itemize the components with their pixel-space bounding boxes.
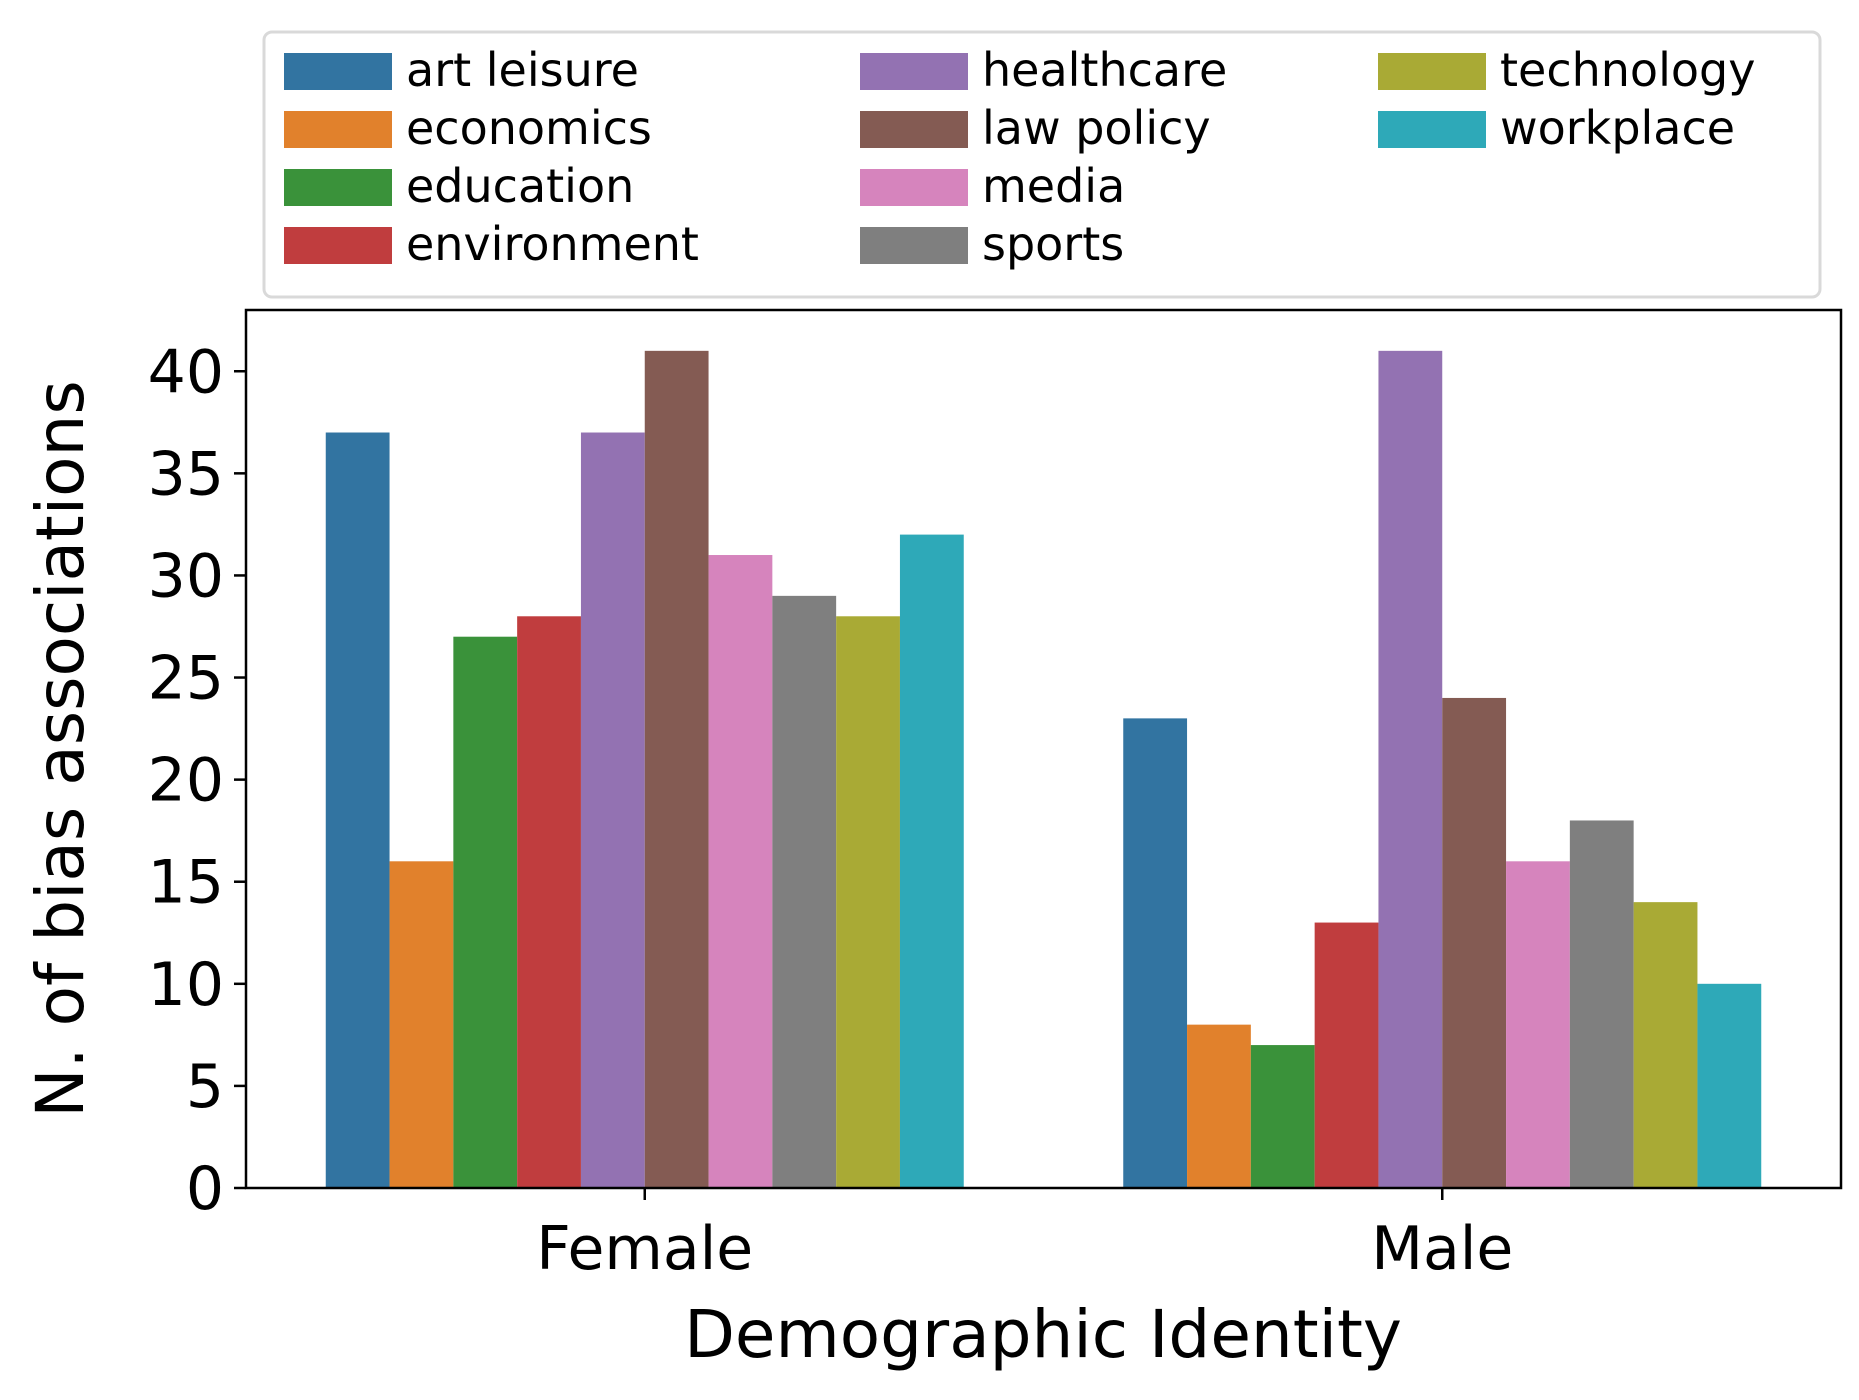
x-tick-label-male: Male (1371, 1214, 1513, 1284)
bar-male-education (1250, 1045, 1315, 1188)
bar-female-law-policy (644, 350, 709, 1189)
y-tick-label-20: 20 (148, 746, 224, 816)
plot-frame (244, 308, 1843, 1190)
legend-swatch-sports (860, 227, 968, 264)
legend-label-economics: economics (406, 101, 652, 155)
bar-male-art-leisure (1123, 718, 1188, 1188)
bar-male-healthcare (1378, 350, 1443, 1189)
bar-female-sports (772, 595, 837, 1188)
y-tick-label-40: 40 (148, 337, 224, 407)
y-tick-label-0: 0 (186, 1154, 224, 1224)
bar-male-media (1506, 861, 1570, 1188)
bar-female-environment (517, 616, 581, 1188)
bar-female-education (453, 636, 518, 1188)
y-tick-label-25: 25 (148, 644, 224, 714)
bar-female-technology (836, 616, 900, 1188)
legend-label-law-policy: law policy (982, 101, 1211, 155)
legend-swatch-healthcare (860, 53, 968, 90)
legend-swatch-law-policy (860, 111, 968, 148)
y-axis: 0 5 10 15 20 25 30 35 40 (148, 337, 246, 1224)
legend-swatch-technology (1378, 53, 1486, 90)
legend-label-media: media (982, 159, 1125, 213)
legend-label-workplace: workplace (1500, 101, 1735, 155)
legend-label-environment: environment (406, 217, 699, 271)
bar-male-technology (1633, 902, 1698, 1188)
bar-female-media (708, 555, 773, 1188)
bar-male-environment (1314, 922, 1379, 1188)
legend-swatch-education (284, 169, 392, 206)
x-axis-title: Demographic Identity (684, 1296, 1402, 1373)
bar-male-sports (1569, 820, 1634, 1188)
x-tick-label-female: Female (536, 1214, 753, 1284)
legend-label-art-leisure: art leisure (406, 43, 639, 97)
x-axis: Female Male (536, 1188, 1513, 1284)
bar-female-healthcare (580, 432, 645, 1188)
bar-female-art-leisure (325, 432, 390, 1188)
legend-swatch-environment (284, 227, 392, 264)
legend: art leisureeconomicseducationenvironment… (262, 30, 1822, 299)
legend-swatch-workplace (1378, 111, 1486, 148)
y-tick-label-10: 10 (148, 950, 224, 1020)
bar-female-economics (389, 861, 454, 1188)
legend-swatch-media (860, 169, 968, 206)
y-axis-title: N. of bias associations (22, 380, 99, 1117)
legend-label-sports: sports (982, 217, 1124, 271)
legend-label-education: education (406, 159, 634, 213)
bar-male-workplace (1697, 983, 1762, 1188)
y-tick-label-35: 35 (148, 439, 224, 509)
bar-male-economics (1187, 1024, 1251, 1188)
y-tick-label-15: 15 (148, 848, 224, 918)
y-tick-label-30: 30 (148, 541, 224, 611)
legend-label-healthcare: healthcare (982, 43, 1227, 97)
bar-male-law-policy (1442, 697, 1507, 1188)
y-tick-label-5: 5 (186, 1052, 224, 1122)
bars (325, 350, 1762, 1189)
legend-swatch-art-leisure (284, 53, 392, 90)
legend-frame (262, 30, 1822, 299)
legend-label-technology: technology (1500, 43, 1755, 97)
legend-swatch-economics (284, 111, 392, 148)
bar-female-workplace (899, 534, 964, 1188)
